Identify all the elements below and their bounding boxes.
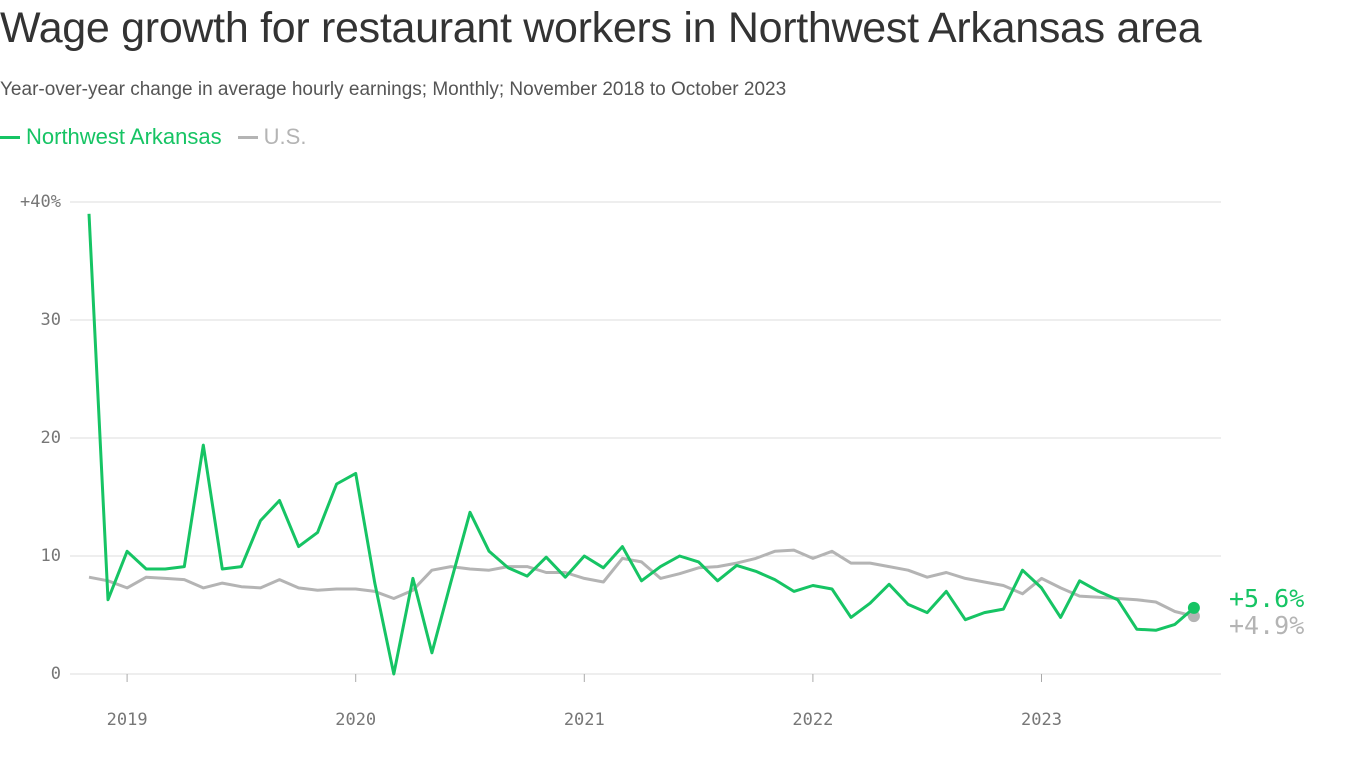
legend-label-us: U.S.	[263, 124, 307, 149]
end-label-u-s: +4.9%	[1229, 611, 1304, 640]
y-tick-label-10: 10	[41, 546, 61, 566]
y-tick-label-20: 20	[41, 428, 61, 448]
x-tick-label-2023: 2023	[1021, 710, 1062, 730]
y-tick-label-40: +40%	[20, 192, 61, 212]
legend-label-northwest-arkansas: Northwest Arkansas	[26, 124, 222, 149]
x-tick-label-2020: 2020	[335, 710, 376, 730]
legend-item-northwest-arkansas: Northwest Arkansas	[0, 124, 222, 150]
x-tick-label-2021: 2021	[564, 710, 605, 730]
chart-subtitle: Year-over-year change in average hourly …	[0, 79, 787, 100]
end-point-u-s	[1187, 610, 1200, 623]
legend-item-us: U.S.	[237, 124, 307, 150]
series-line-u-s	[88, 548, 1195, 618]
series-line-northwest-arkansas	[87, 213, 1195, 676]
y-tick-label-0: 0	[51, 664, 61, 684]
x-tick-label-2019: 2019	[107, 710, 148, 730]
end-label-northwest-arkansas: +5.6%	[1229, 584, 1304, 613]
legend-swatch-northwest-arkansas	[0, 135, 20, 139]
legend-swatch-us	[237, 135, 258, 139]
x-tick-label-2022: 2022	[792, 710, 833, 730]
chart-title: Wage growth for restaurant workers in No…	[0, 4, 1202, 52]
chart-legend: Northwest Arkansas U.S.	[0, 124, 322, 150]
y-tick-label-30: 30	[41, 310, 61, 330]
end-point-northwest-arkansas	[1187, 601, 1200, 614]
